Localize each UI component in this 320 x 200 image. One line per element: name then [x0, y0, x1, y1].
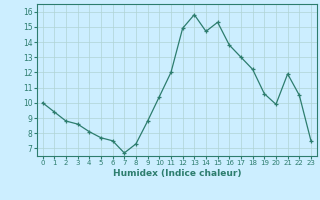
X-axis label: Humidex (Indice chaleur): Humidex (Indice chaleur)	[113, 169, 241, 178]
